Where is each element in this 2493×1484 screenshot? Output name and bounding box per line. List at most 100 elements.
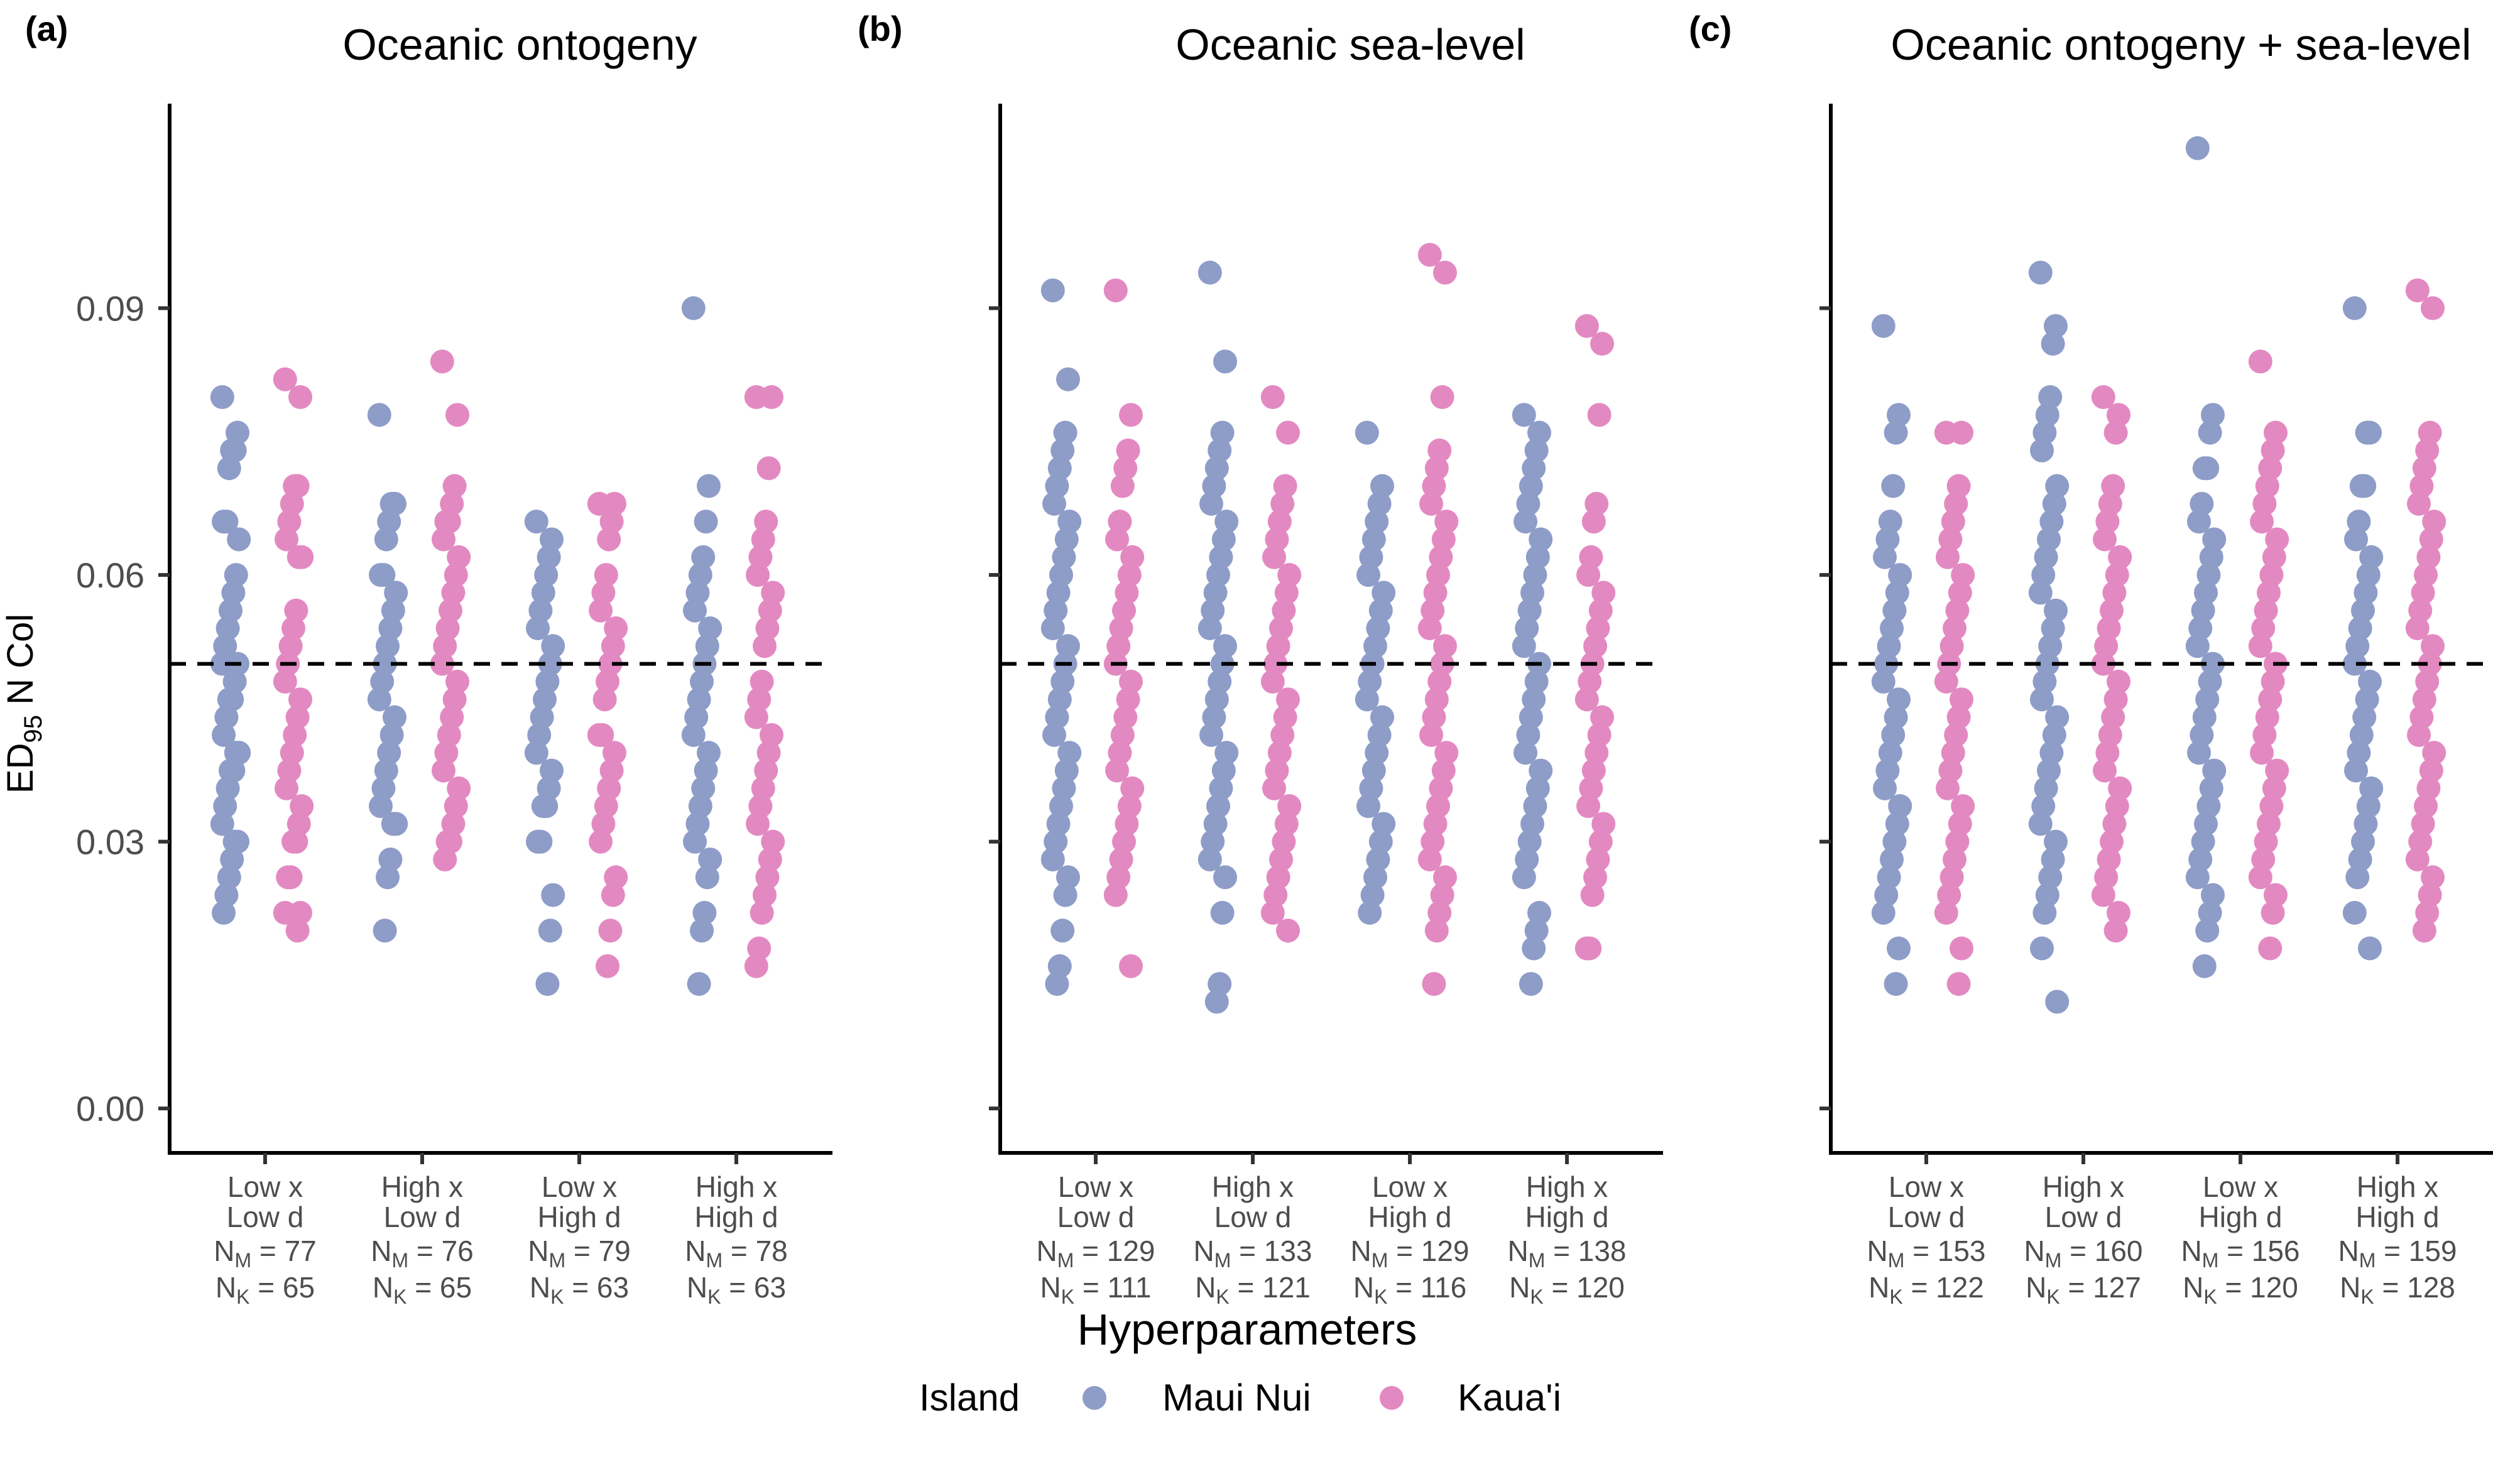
point-maui-nui — [1057, 741, 1082, 765]
point-kauai — [2419, 527, 2443, 552]
point-kauai — [2409, 474, 2434, 498]
point-kauai — [1424, 919, 1449, 943]
point-maui-nui — [212, 510, 236, 534]
point-maui-nui — [1370, 705, 1394, 729]
point-maui-nui — [2191, 598, 2215, 623]
point-maui-nui — [376, 865, 400, 890]
point-maui-nui — [526, 616, 550, 640]
point-maui-nui — [220, 847, 244, 871]
point-maui-nui — [214, 883, 239, 907]
point-kauai — [1267, 510, 1292, 534]
point-kauai — [1434, 741, 1459, 765]
point-maui-nui — [377, 741, 401, 765]
point-maui-nui — [524, 510, 548, 534]
point-kauai — [1583, 865, 1607, 890]
point-maui-nui — [1042, 723, 1066, 747]
point-kauai — [2248, 865, 2272, 890]
point-maui-nui — [2358, 669, 2382, 694]
point-kauai — [276, 865, 300, 890]
point-kauai — [753, 883, 777, 907]
point-kauai — [1426, 794, 1450, 819]
point-kauai — [754, 510, 778, 534]
point-kauai — [2105, 563, 2129, 587]
y-axis-title-rest: N Col — [0, 614, 41, 715]
point-maui-nui — [1519, 474, 1543, 498]
point-maui-nui — [2038, 385, 2063, 410]
point-kauai — [2405, 278, 2430, 303]
point-kauai — [1422, 972, 1446, 996]
point-kauai — [278, 634, 303, 658]
point-maui-nui — [1199, 723, 1223, 747]
point-kauai — [435, 829, 460, 854]
point-maui-nui — [2347, 510, 2371, 534]
point-maui-nui — [1040, 278, 1065, 303]
point-kauai — [1938, 758, 1963, 783]
point-maui-nui — [685, 812, 710, 836]
point-maui-nui — [1520, 581, 1544, 605]
point-kauai — [2421, 865, 2445, 890]
point-maui-nui — [2190, 723, 2214, 747]
point-maui-nui — [369, 794, 393, 819]
point-maui-nui — [379, 723, 404, 747]
point-kauai — [1277, 794, 1302, 819]
point-maui-nui — [2198, 900, 2222, 925]
point-maui-nui — [1368, 829, 1393, 854]
legend-title: Island — [919, 1377, 1020, 1419]
point-maui-nui — [1878, 510, 1902, 534]
point-kauai — [290, 794, 314, 819]
point-maui-nui — [691, 776, 716, 800]
point-maui-nui — [1882, 829, 1907, 854]
point-maui-nui — [367, 403, 391, 427]
point-maui-nui — [1208, 972, 1232, 996]
point-maui-nui — [220, 438, 244, 462]
point-kauai — [1585, 741, 1609, 765]
point-kauai — [758, 847, 782, 871]
point-maui-nui — [2185, 634, 2210, 658]
point-maui-nui — [684, 705, 709, 729]
n-maui-label: NM = 79 — [528, 1235, 630, 1272]
point-maui-nui — [695, 634, 719, 658]
point-kauai — [1109, 847, 1133, 871]
point-kauai — [1430, 652, 1454, 676]
point-maui-nui — [2349, 474, 2374, 498]
point-kauai — [1260, 669, 1285, 694]
point-maui-nui — [1529, 758, 1553, 783]
point-maui-nui — [2199, 776, 2223, 800]
point-kauai — [1106, 634, 1131, 658]
point-kauai — [1263, 652, 1288, 676]
point-maui-nui — [1050, 669, 1075, 694]
point-maui-nui — [690, 919, 714, 943]
point-kauai — [2250, 510, 2274, 534]
point-kauai — [281, 829, 305, 854]
point-maui-nui — [1512, 403, 1536, 427]
point-kauai — [2094, 865, 2119, 890]
point-maui-nui — [1368, 598, 1393, 623]
point-maui-nui — [378, 616, 403, 640]
point-maui-nui — [1524, 919, 1549, 943]
point-maui-nui — [2195, 687, 2220, 712]
y-tick-label: 0.09 — [76, 289, 145, 329]
point-maui-nui — [1880, 616, 1904, 640]
point-maui-nui — [2042, 723, 2066, 747]
point-maui-nui — [1040, 847, 1065, 871]
point-kauai — [597, 776, 621, 800]
point-maui-nui — [2028, 260, 2053, 285]
point-kauai — [2248, 349, 2272, 374]
point-maui-nui — [2191, 829, 2215, 854]
point-maui-nui — [381, 598, 405, 623]
point-kauai — [439, 598, 462, 623]
point-maui-nui — [1056, 367, 1080, 391]
point-kauai — [751, 527, 775, 552]
point-kauai — [1277, 563, 1302, 587]
point-maui-nui — [2044, 598, 2068, 623]
point-kauai — [288, 900, 312, 925]
point-maui-nui — [2356, 563, 2381, 587]
point-maui-nui — [2344, 758, 2368, 783]
point-maui-nui — [698, 847, 723, 871]
panel-tag: (b) — [858, 9, 903, 48]
point-kauai — [750, 900, 774, 925]
n-maui-label: NM = 156 — [2181, 1235, 2299, 1272]
x-tick-label-line1: High x — [1212, 1170, 1294, 1203]
point-maui-nui — [212, 900, 236, 925]
